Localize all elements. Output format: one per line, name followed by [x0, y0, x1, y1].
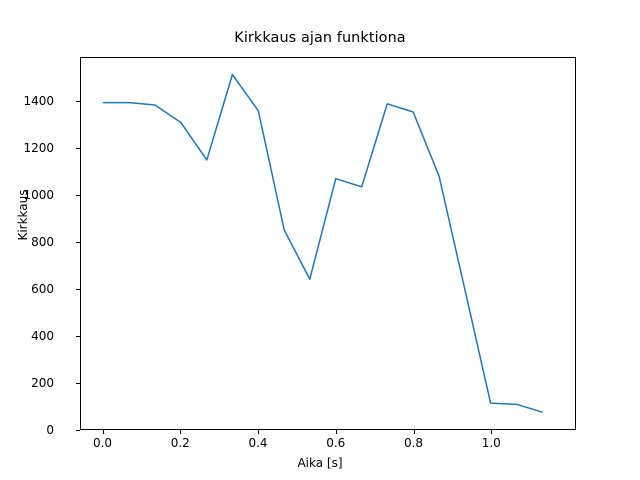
y-tick-label: 1000 [23, 187, 54, 202]
y-tick-label: 1200 [23, 140, 54, 155]
x-tick-mark [102, 430, 104, 434]
x-tick-mark [258, 430, 260, 434]
x-tick-label: 0.4 [248, 436, 268, 450]
chart-title: Kirkkaus ajan funktiona [234, 30, 406, 46]
x-tick-mark [180, 430, 182, 434]
y-tick-mark [76, 429, 80, 431]
y-tick-label: 400 [31, 328, 54, 343]
x-axis-label: Aika [s] [297, 456, 343, 470]
y-tick-label: 200 [31, 375, 54, 390]
y-tick-mark [76, 100, 80, 102]
x-tick-label: 0.8 [403, 436, 424, 450]
x-tick-mark [335, 430, 337, 434]
y-tick-mark [76, 194, 80, 196]
data-line-kirkkaus [103, 75, 542, 412]
y-tick-mark [76, 288, 80, 290]
y-tick-mark [76, 241, 80, 243]
x-tick-label: 0.2 [170, 436, 190, 450]
x-tick-label: 0.0 [92, 436, 113, 450]
y-tick-mark [76, 335, 80, 337]
x-tick-label: 1.0 [481, 436, 501, 450]
y-tick-mark [76, 147, 80, 149]
y-tick-label: 1400 [23, 93, 54, 108]
x-tick-label: 0.6 [326, 436, 346, 450]
y-tick-label: 0 [46, 422, 54, 437]
plot-area [80, 57, 576, 430]
y-axis-label: Kirkkaus [16, 189, 30, 241]
y-tick-mark [76, 382, 80, 384]
y-tick-label: 800 [31, 234, 54, 249]
x-tick-mark [413, 430, 415, 434]
line-series-svg [81, 58, 575, 429]
x-tick-mark [491, 430, 493, 434]
y-tick-label: 600 [31, 281, 54, 296]
